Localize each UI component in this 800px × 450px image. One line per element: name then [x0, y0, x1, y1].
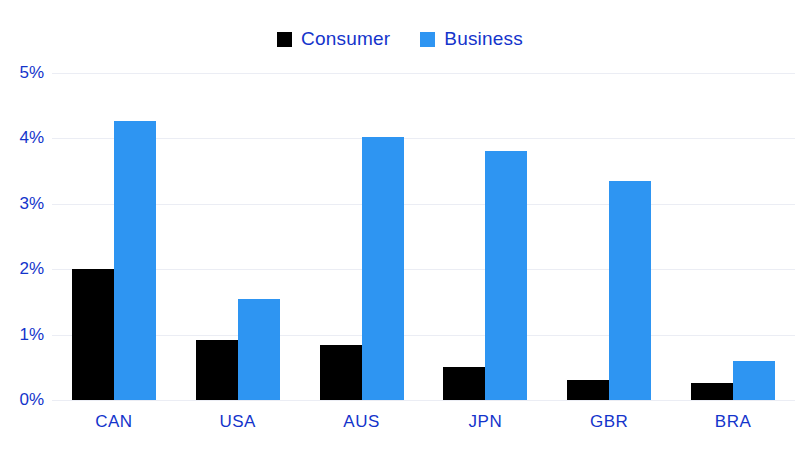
business-swatch-icon [420, 32, 435, 47]
y-axis: 0%1%2%3%4%5% [0, 73, 44, 400]
bar-consumer-gbr [567, 380, 609, 400]
legend-item-consumer: Consumer [277, 28, 390, 50]
y-axis-tick-label: 0% [19, 390, 44, 410]
bar-business-usa [238, 299, 280, 400]
bar-group-aus [300, 73, 424, 400]
bar-business-jpn [485, 151, 527, 400]
x-axis-category-label: BRA [671, 412, 795, 432]
chart-legend: Consumer Business [0, 28, 800, 50]
bar-business-bra [733, 361, 775, 400]
x-axis: CANUSAAUSJPNGBRBRA [52, 412, 795, 432]
bar-business-can [114, 121, 156, 400]
bar-group-can [52, 73, 176, 400]
bar-groups [52, 73, 795, 400]
plot-area [52, 73, 795, 400]
bar-group-usa [176, 73, 300, 400]
x-axis-category-label: CAN [52, 412, 176, 432]
bar-business-aus [362, 137, 404, 400]
bar-group-bra [671, 73, 795, 400]
y-axis-tick-label: 5% [19, 63, 44, 83]
bar-consumer-usa [196, 340, 238, 400]
x-axis-category-label: USA [176, 412, 300, 432]
bar-consumer-can [72, 269, 114, 400]
legend-label-consumer: Consumer [301, 28, 390, 50]
y-axis-tick-label: 3% [19, 194, 44, 214]
bar-chart: Consumer Business 0% 1% 2% 3% 4% 5% CANUSAAUS… [0, 0, 800, 450]
bar-business-gbr [609, 181, 651, 400]
y-axis-tick-label: 4% [19, 128, 44, 148]
x-axis-category-label: GBR [547, 412, 671, 432]
bar-group-gbr [547, 73, 671, 400]
legend-label-business: Business [444, 28, 523, 50]
y-axis-tick-label: 2% [19, 259, 44, 279]
gridline [52, 400, 795, 401]
bar-consumer-bra [691, 383, 733, 400]
bar-group-jpn [423, 73, 547, 400]
y-axis-tick-label: 1% [19, 325, 44, 345]
x-axis-category-label: JPN [423, 412, 547, 432]
bar-consumer-jpn [443, 367, 485, 400]
bar-consumer-aus [320, 345, 362, 400]
x-axis-category-label: AUS [300, 412, 424, 432]
consumer-swatch-icon [277, 32, 292, 47]
legend-item-business: Business [420, 28, 523, 50]
